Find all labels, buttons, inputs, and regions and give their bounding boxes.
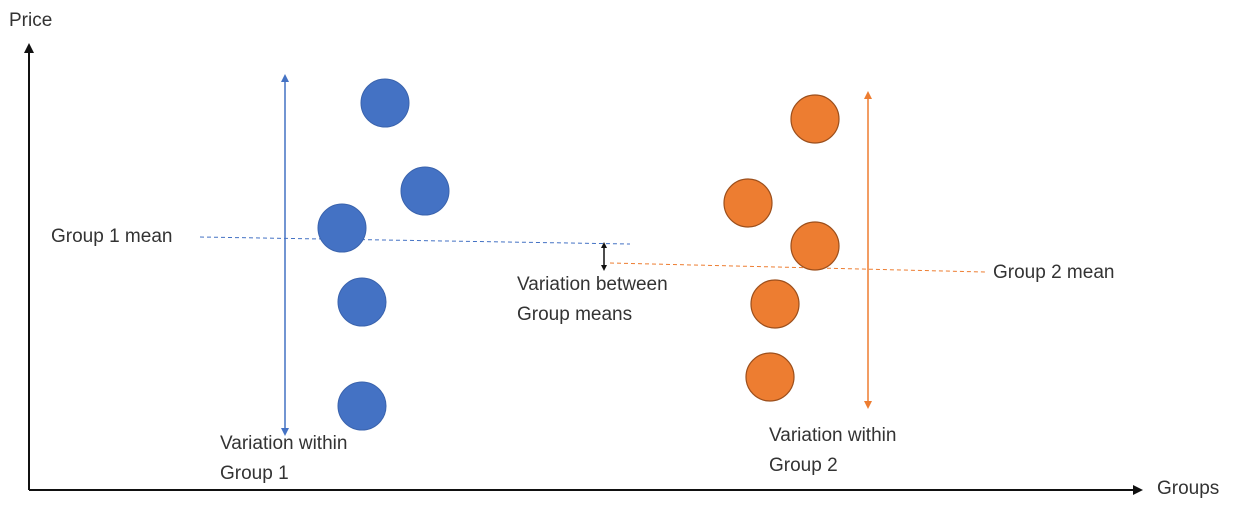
- group1-variation-label-line1: Variation within: [220, 433, 348, 454]
- y-axis-label: Price: [9, 10, 53, 31]
- group1-mean-line: [199, 236, 631, 245]
- group2-point: [745, 352, 795, 402]
- group2-point: [790, 221, 840, 271]
- group2-variation-label-line2: Group 2: [769, 455, 838, 476]
- group1-mean-label: Group 1 mean: [51, 226, 173, 247]
- group2-point: [750, 279, 800, 329]
- x-axis-label: Groups: [1157, 478, 1220, 499]
- between-means-label-line2: Group means: [517, 304, 633, 325]
- between-means-label-line1: Variation between: [517, 274, 668, 295]
- group2-variation-label-line1: Variation within: [769, 425, 897, 446]
- group2-point: [723, 178, 773, 228]
- group1-variation-label-line2: Group 1: [220, 463, 289, 484]
- between-means-label: Variation between Group means: [517, 270, 668, 330]
- group1-point: [337, 381, 387, 431]
- group2-variation-label: Variation within Group 2: [769, 421, 896, 481]
- group2-point: [790, 94, 840, 144]
- group1-point: [360, 78, 410, 128]
- group1-variation-label: Variation within Group 1: [220, 429, 347, 489]
- group1-point: [317, 203, 367, 253]
- group1-point: [337, 277, 387, 327]
- group2-mean-label: Group 2 mean: [993, 262, 1115, 283]
- group1-point: [400, 166, 450, 216]
